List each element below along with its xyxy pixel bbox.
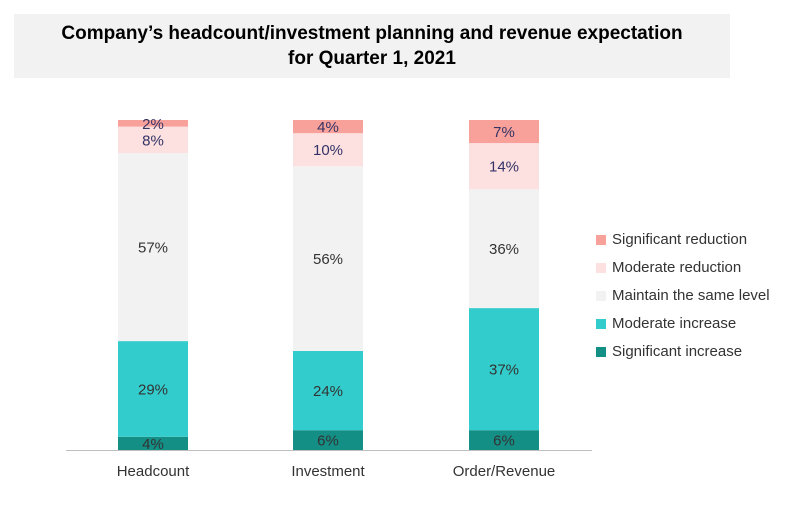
data-label-significant-reduction: 4%	[317, 119, 339, 136]
data-label-moderate-increase: 37%	[489, 362, 519, 379]
data-label-maintain-the-same-level: 36%	[489, 241, 519, 258]
data-label-significant-reduction: 7%	[493, 124, 515, 141]
x-tick-label: Order/Revenue	[453, 463, 556, 480]
x-tick-label: Headcount	[117, 463, 190, 480]
bar-segment-significant-increase	[293, 430, 363, 450]
legend-label: Significant reduction	[612, 231, 748, 248]
legend-swatch	[596, 318, 606, 329]
data-label-moderate-reduction: 8%	[142, 132, 164, 149]
data-label-moderate-increase: 24%	[313, 383, 343, 400]
chart-subtitle: for Quarter 1, 2021	[288, 48, 456, 69]
bar-segment-maintain-the-same-level	[118, 153, 188, 342]
bar-segment-maintain-the-same-level	[469, 189, 539, 309]
data-label-significant-increase: 6%	[493, 433, 515, 450]
legend-item-moderate-reduction: Moderate reduction	[596, 258, 770, 277]
legend-item-significant-reduction: Significant reduction	[596, 230, 770, 249]
data-label-significant-increase: 4%	[142, 436, 164, 453]
legend-label: Moderate increase	[612, 315, 737, 332]
legend-swatch	[596, 234, 606, 245]
legend-label: Maintain the same level	[612, 287, 770, 304]
x-tick-label: Investment	[291, 463, 365, 480]
legend-item-moderate-increase: Moderate increase	[596, 314, 770, 333]
data-label-significant-reduction: 2%	[142, 116, 164, 133]
legend-label: Significant increase	[612, 343, 743, 360]
data-label-significant-increase: 6%	[317, 433, 339, 450]
bar-segment-significant-reduction	[469, 120, 539, 144]
chart-title: Company’s headcount/investment planning …	[61, 23, 683, 44]
data-label-moderate-increase: 29%	[138, 381, 168, 398]
bar-segment-moderate-increase	[469, 308, 539, 431]
legend-item-significant-increase: Significant increase	[596, 342, 770, 361]
legend-swatch	[596, 290, 606, 301]
chart-title-box: Company’s headcount/investment planning …	[14, 14, 730, 78]
bar-segment-significant-increase	[469, 430, 539, 450]
data-label-moderate-reduction: 14%	[489, 159, 519, 176]
bar-segment-significant-reduction	[293, 120, 363, 134]
bar-segment-moderate-increase	[293, 351, 363, 431]
bar-segment-moderate-reduction	[118, 126, 188, 153]
bar-segment-maintain-the-same-level	[293, 166, 363, 351]
data-label-maintain-the-same-level: 56%	[313, 251, 343, 268]
data-label-maintain-the-same-level: 57%	[138, 240, 168, 257]
chart-legend: Significant reduction Moderate reduction M…	[596, 230, 770, 361]
legend-label: Moderate reduction	[612, 259, 742, 276]
bar-segment-moderate-increase	[118, 341, 188, 437]
bar-segment-significant-increase	[118, 436, 188, 450]
data-label-moderate-reduction: 10%	[313, 142, 343, 159]
bar-segment-significant-reduction	[118, 120, 188, 127]
legend-swatch	[596, 262, 606, 273]
bar-segment-moderate-reduction	[293, 133, 363, 167]
bar-segment-moderate-reduction	[469, 143, 539, 190]
legend-item-maintain-the-same-level: Maintain the same level	[596, 286, 770, 305]
legend-swatch	[596, 346, 606, 357]
